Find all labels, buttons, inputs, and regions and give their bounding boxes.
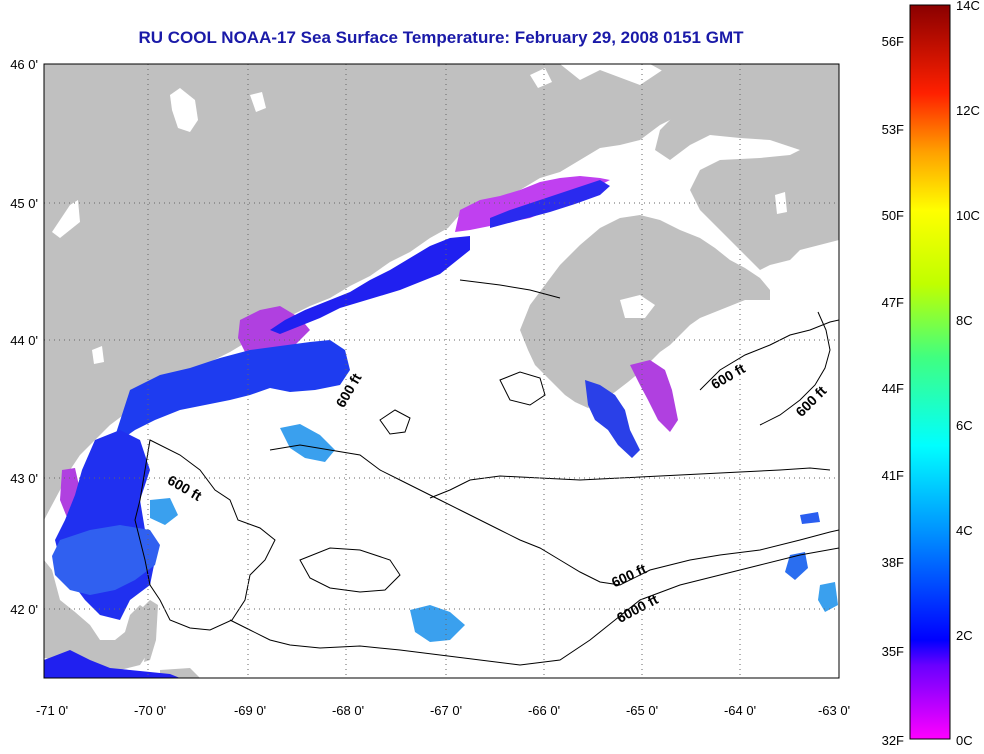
lat-axis: 46 0' 45 0' 44 0' 43 0' 42 0' (10, 57, 38, 617)
lat-label: 46 0' (10, 57, 38, 72)
colorbar-c-label: 10C (956, 208, 980, 223)
colorbar-scale (909, 4, 951, 740)
colorbar-f-label: 53F (882, 122, 904, 137)
colorbar-c-label: 14C (956, 0, 980, 13)
lon-label: -65 0' (626, 703, 658, 718)
colorbar-f-label: 44F (882, 381, 904, 396)
colorbar-f-label: 35F (882, 644, 904, 659)
lon-label: -71 0' (36, 703, 68, 718)
colorbar-f-label: 50F (882, 208, 904, 223)
new-brunswick-land (650, 64, 839, 270)
colorbar: 56F 53F 50F 47F 44F 41F 38F 35F 32F 14C … (882, 0, 980, 748)
lat-label: 44 0' (10, 333, 38, 348)
plot-area: 600 ft 600 ft 600 ft 600 ft 600 ft 6000 … (44, 64, 839, 678)
plot-border (43, 63, 840, 679)
lon-label: -69 0' (234, 703, 266, 718)
colorbar-f-label: 41F (882, 468, 904, 483)
lat-label: 43 0' (10, 471, 38, 486)
lon-axis: -71 0' -70 0' -69 0' -68 0' -67 0' -66 0… (36, 703, 850, 718)
colorbar-f-label: 47F (882, 295, 904, 310)
map-title: RU COOL NOAA-17 Sea Surface Temperature:… (138, 28, 744, 47)
colorbar-c-label: 8C (956, 313, 973, 328)
cape-cod-land (140, 600, 158, 662)
depth-contours (134, 279, 839, 666)
lon-label: -67 0' (430, 703, 462, 718)
lon-label: -70 0' (134, 703, 166, 718)
colorbar-c-label: 0C (956, 733, 973, 748)
colorbar-c-label: 12C (956, 103, 980, 118)
colorbar-f-label: 56F (882, 34, 904, 49)
colorbar-c-label: 2C (956, 628, 973, 643)
lon-label: -68 0' (332, 703, 364, 718)
colorbar-c-label: 4C (956, 523, 973, 538)
lat-label: 42 0' (10, 602, 38, 617)
lat-label: 45 0' (10, 196, 38, 211)
sst-blue-coastal (270, 236, 470, 334)
mainland-land (44, 64, 700, 520)
massachusetts-land (44, 560, 155, 672)
lon-label: -63 0' (818, 703, 850, 718)
colorbar-c-label: 6C (956, 418, 973, 433)
colorbar-f-label: 32F (882, 733, 904, 748)
lon-label: -64 0' (724, 703, 756, 718)
colorbar-f-label: 38F (882, 555, 904, 570)
lon-label: -66 0' (528, 703, 560, 718)
